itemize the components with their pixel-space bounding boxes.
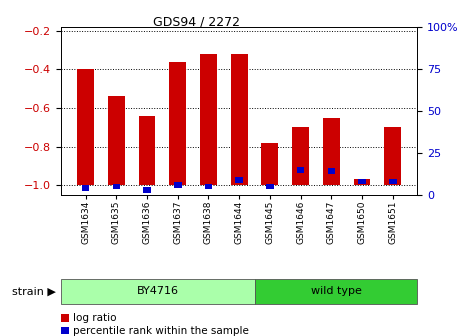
Text: GDS94 / 2272: GDS94 / 2272 bbox=[153, 15, 241, 28]
Bar bbox=[174, 182, 182, 188]
Bar bbox=[327, 168, 335, 174]
Bar bbox=[261, 143, 278, 185]
Bar bbox=[292, 127, 309, 185]
Bar bbox=[235, 177, 243, 183]
Bar bbox=[389, 178, 397, 184]
Bar bbox=[384, 127, 401, 185]
Bar bbox=[169, 61, 186, 185]
Bar bbox=[108, 96, 125, 185]
Bar bbox=[266, 183, 274, 190]
Bar bbox=[231, 54, 248, 185]
Bar bbox=[297, 167, 304, 173]
Text: strain ▶: strain ▶ bbox=[12, 287, 56, 296]
Bar bbox=[323, 118, 340, 185]
FancyBboxPatch shape bbox=[61, 279, 256, 304]
Bar bbox=[200, 54, 217, 185]
Bar bbox=[139, 116, 156, 185]
Bar bbox=[204, 183, 212, 190]
Bar bbox=[354, 179, 371, 185]
Bar bbox=[113, 183, 120, 190]
Bar bbox=[143, 187, 151, 193]
Bar bbox=[77, 69, 94, 185]
Text: BY4716: BY4716 bbox=[137, 287, 179, 296]
Bar bbox=[358, 178, 366, 184]
Text: percentile rank within the sample: percentile rank within the sample bbox=[73, 326, 249, 336]
Text: wild type: wild type bbox=[311, 287, 362, 296]
Bar bbox=[82, 185, 90, 191]
Text: log ratio: log ratio bbox=[73, 313, 116, 323]
FancyBboxPatch shape bbox=[256, 279, 417, 304]
